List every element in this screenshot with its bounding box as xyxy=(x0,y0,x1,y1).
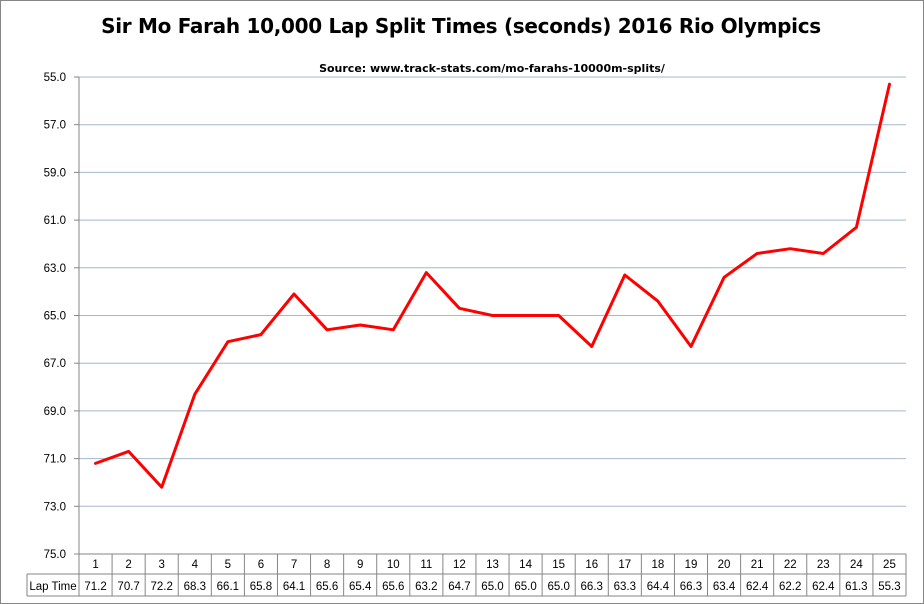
x-category-label: 25 xyxy=(883,559,896,571)
table-value-cell: 62.4 xyxy=(746,581,769,593)
table-value-cell: 63.4 xyxy=(713,581,736,593)
y-tick-label: 57.0 xyxy=(44,120,66,132)
y-tick-label: 65.0 xyxy=(44,311,66,323)
series-layer xyxy=(94,82,891,489)
table-value-cell: 63.3 xyxy=(614,581,636,593)
table-value-cell: 65.0 xyxy=(514,581,536,593)
y-tick-label: 67.0 xyxy=(44,358,66,370)
table-value-cell: 61.3 xyxy=(845,581,867,593)
x-category-label: 11 xyxy=(420,559,432,571)
x-category-label: 4 xyxy=(192,559,199,571)
y-tick-label: 69.0 xyxy=(44,406,66,418)
source-note: Source: www.track-stats.com/mo-farahs-10… xyxy=(319,62,666,75)
table-value-cell: 62.2 xyxy=(779,581,801,593)
table-value-cell: 66.3 xyxy=(680,581,702,593)
table-value-cell: 65.6 xyxy=(316,581,338,593)
y-tick-label: 71.0 xyxy=(44,454,66,466)
y-tick-label: 61.0 xyxy=(44,215,66,227)
y-tick-label: 73.0 xyxy=(44,501,66,513)
table-value-cell: 71.2 xyxy=(84,581,106,593)
table-value-cell: 55.3 xyxy=(878,581,900,593)
table-value-cell: 63.2 xyxy=(415,581,437,593)
x-category-label: 5 xyxy=(225,559,231,571)
x-category-label: 10 xyxy=(387,559,400,571)
table-value-cell: 65.6 xyxy=(382,581,404,593)
x-category-label: 22 xyxy=(784,559,797,571)
x-category-label: 15 xyxy=(552,559,565,571)
table-value-cell: 64.4 xyxy=(647,581,670,593)
table-value-cell: 65.8 xyxy=(250,581,272,593)
y-tick-label: 59.0 xyxy=(44,167,66,179)
x-category-label: 24 xyxy=(850,559,863,571)
table-value-cell: 72.2 xyxy=(151,581,173,593)
x-category-label: 21 xyxy=(751,559,764,571)
x-category-label: 7 xyxy=(291,559,297,571)
x-category-label: 12 xyxy=(453,559,466,571)
table-value-cell: 64.1 xyxy=(283,581,305,593)
x-category-label: 2 xyxy=(125,559,131,571)
x-category-label: 23 xyxy=(817,559,830,571)
gridlines xyxy=(74,76,906,555)
x-category-label: 8 xyxy=(324,559,330,571)
y-tick-label: 63.0 xyxy=(44,263,66,275)
x-category-label: 20 xyxy=(718,559,731,571)
x-category-label: 14 xyxy=(519,559,532,571)
table-value-cell: 64.7 xyxy=(448,581,470,593)
y-tick-label: 55.0 xyxy=(44,72,66,84)
table-value-cell: 66.3 xyxy=(581,581,603,593)
table-value-cell: 65.0 xyxy=(481,581,503,593)
table-row-header: Lap Time xyxy=(29,581,76,593)
x-category-label: 17 xyxy=(618,559,631,571)
table-value-cell: 65.0 xyxy=(547,581,569,593)
y-axis-ticks: 55.0 57.0 59.0 61.0 63.0 65.0 67.0 69.0 71.0 73.0… xyxy=(44,72,66,561)
chart-title: Sir Mo Farah 10,000 Lap Split Times (sec… xyxy=(101,14,821,38)
table-value-cell: 65.4 xyxy=(349,581,372,593)
data-table: Lap Time 1 71.2 2 70.7 3 72.2 4 68.3 5 66.1 6 65.8 7 6… xyxy=(26,554,907,597)
x-category-label: 18 xyxy=(652,559,665,571)
table-value-cell: 62.4 xyxy=(812,581,835,593)
table-value-cell: 66.1 xyxy=(217,581,239,593)
x-category-label: 16 xyxy=(585,559,598,571)
table-value-cell: 68.3 xyxy=(184,581,206,593)
x-category-label: 13 xyxy=(486,559,499,571)
table-value-cell: 70.7 xyxy=(117,581,139,593)
y-tick-label: 75.0 xyxy=(44,549,66,561)
x-category-label: 3 xyxy=(158,559,164,571)
series-line-lap-time xyxy=(94,82,891,489)
x-category-label: 1 xyxy=(92,559,98,571)
x-category-label: 9 xyxy=(357,559,363,571)
x-category-label: 19 xyxy=(685,559,698,571)
x-category-label: 6 xyxy=(258,559,264,571)
